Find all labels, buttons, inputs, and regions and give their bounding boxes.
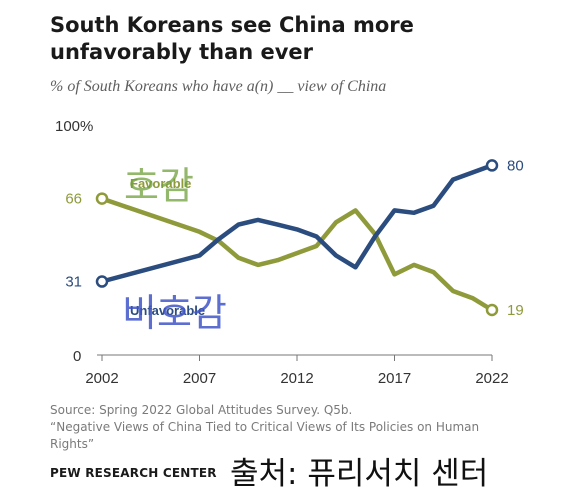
end-value-label: 80	[507, 157, 524, 174]
source-note: Source: Spring 2022 Global Attitudes Sur…	[50, 402, 520, 453]
x-tick-label: 2002	[85, 370, 118, 387]
series-point-unfavorable	[95, 275, 109, 288]
series-line-favorable	[99, 196, 495, 313]
source-line: Source: Spring 2022 Global Attitudes Sur…	[50, 403, 353, 417]
series-line-unfavorable	[99, 163, 495, 284]
series-point-unfavorable	[485, 159, 499, 172]
brand-logo: PEW RESEARCH CENTER	[50, 466, 217, 480]
series-point-favorable	[485, 303, 499, 317]
chart-subtitle: % of South Koreans who have a(n) __ view…	[50, 78, 387, 95]
y-tick-label-top: 100%	[55, 118, 93, 135]
x-tick-label: 2022	[475, 370, 508, 387]
series-label-unfavorable: Unfavorable	[130, 303, 205, 318]
x-tick-label: 2017	[378, 370, 411, 387]
report-title: “Negative Views of China Tied to Critica…	[50, 420, 480, 451]
y-tick-label-zero: 0	[73, 348, 81, 365]
korean-label-unfavorable: 비호감	[122, 291, 227, 335]
x-tick-label: 2007	[183, 370, 216, 387]
end-value-label: 19	[507, 302, 524, 319]
korean-label-favorable: 호감	[124, 164, 194, 208]
chart-title: South Koreans see China more unfavorably…	[50, 13, 414, 64]
start-value-label: 31	[65, 274, 82, 291]
series-label-favorable: Favorable	[130, 176, 191, 191]
x-tick-label: 2012	[280, 370, 313, 387]
start-value-label: 66	[65, 191, 82, 208]
korean-source-credit: 출처: 퓨리서치 센터	[230, 456, 489, 492]
series-point-favorable	[95, 192, 109, 205]
